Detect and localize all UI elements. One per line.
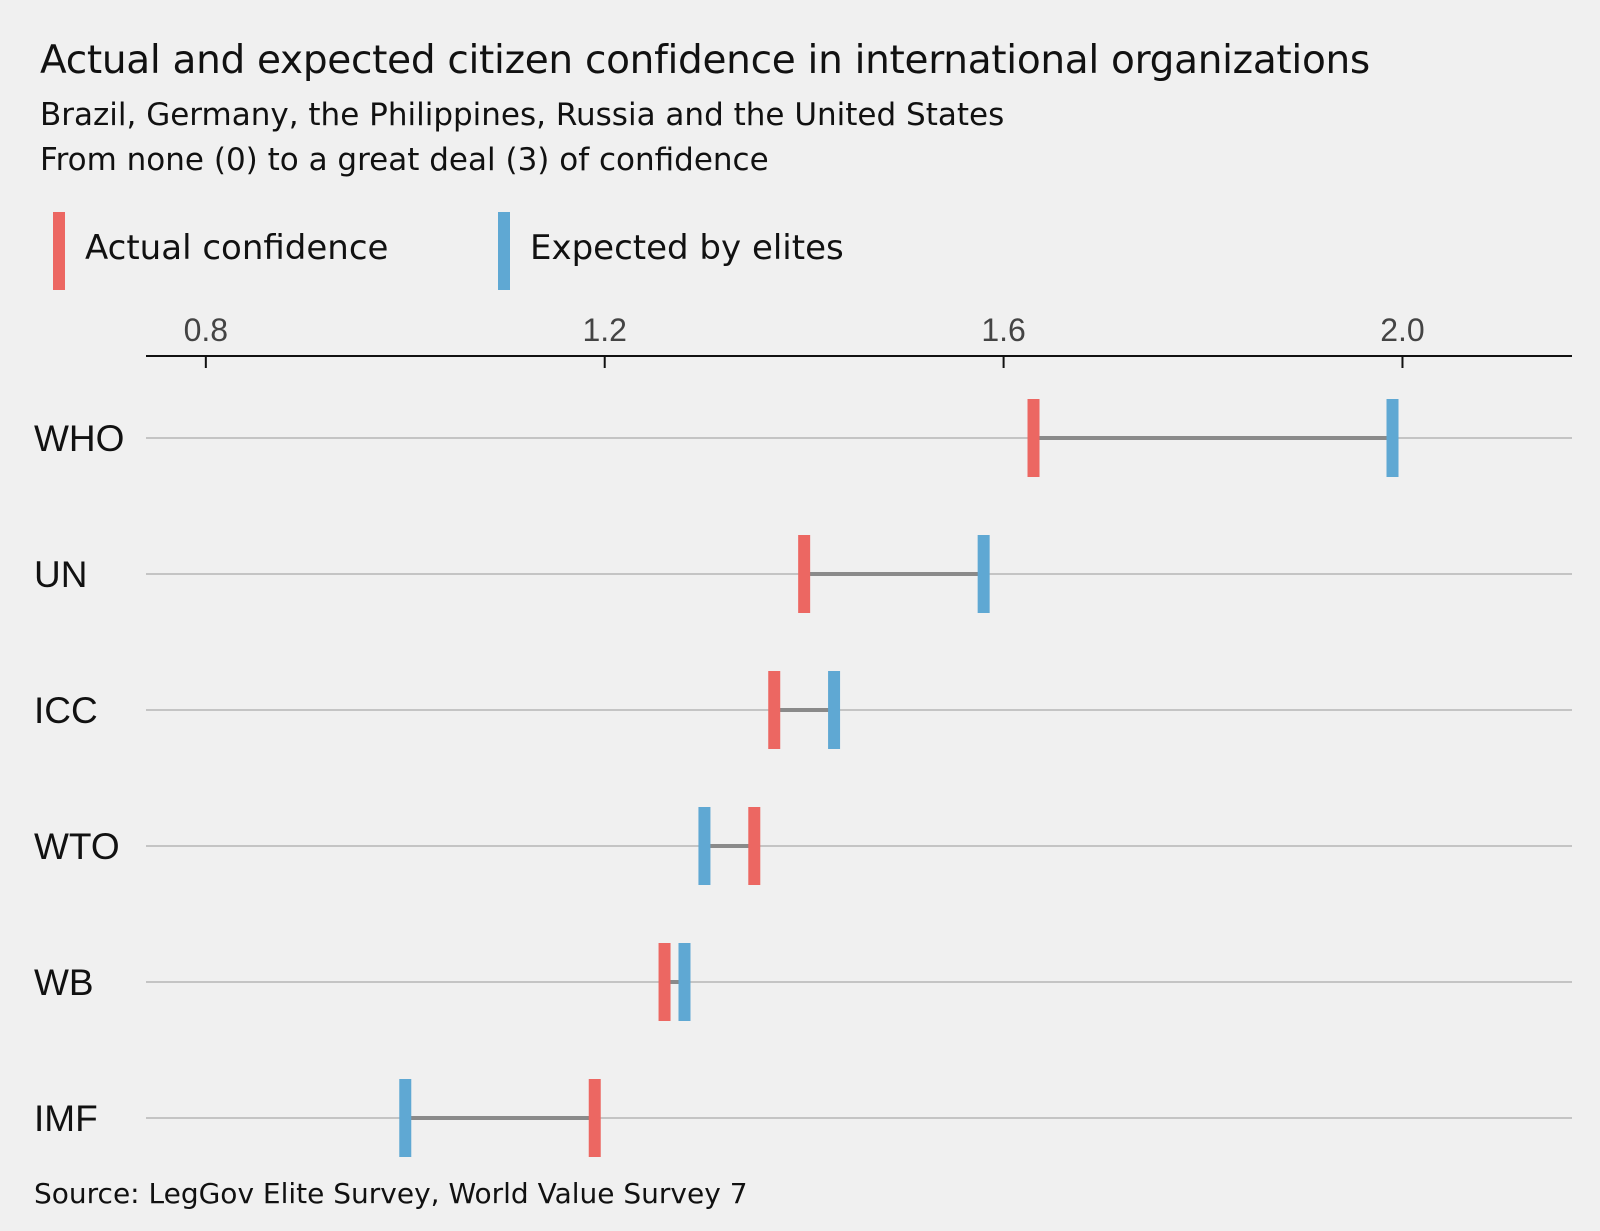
x-tick-label: 1.2 (582, 312, 626, 348)
actual-mark (768, 671, 781, 749)
actual-mark (1027, 399, 1040, 477)
expected-mark (828, 671, 841, 749)
category-label: WHO (34, 418, 124, 459)
legend-label-actual: Actual confidence (85, 228, 389, 268)
actual-mark (658, 943, 671, 1021)
source-note: Source: LegGov Elite Survey, World Value… (34, 1177, 748, 1210)
legend-swatch-actual (53, 212, 65, 290)
category-label: WTO (34, 826, 120, 867)
category-label: ICC (34, 690, 98, 731)
actual-mark (798, 535, 811, 613)
x-tick-label: 1.6 (981, 312, 1025, 348)
x-tick-label: 0.8 (184, 312, 228, 348)
category-label: WB (34, 962, 94, 1003)
x-tick-label: 2.0 (1380, 312, 1424, 348)
category-label: IMF (34, 1098, 98, 1139)
expected-mark (399, 1079, 412, 1157)
legend-swatch-expected (498, 212, 510, 290)
actual-mark (748, 807, 761, 885)
chart-subtitle-line2: From none (0) to a great deal (3) of con… (40, 142, 769, 178)
expected-mark (698, 807, 711, 885)
category-label: UN (34, 554, 87, 595)
expected-mark (678, 943, 691, 1021)
expected-mark (1386, 399, 1399, 477)
chart-title: Actual and expected citizen confidence i… (40, 38, 1370, 83)
actual-mark (588, 1079, 601, 1157)
expected-mark (977, 535, 990, 613)
chart-subtitle-line1: Brazil, Germany, the Philippines, Russia… (40, 97, 1005, 133)
legend-label-expected: Expected by elites (530, 228, 844, 268)
